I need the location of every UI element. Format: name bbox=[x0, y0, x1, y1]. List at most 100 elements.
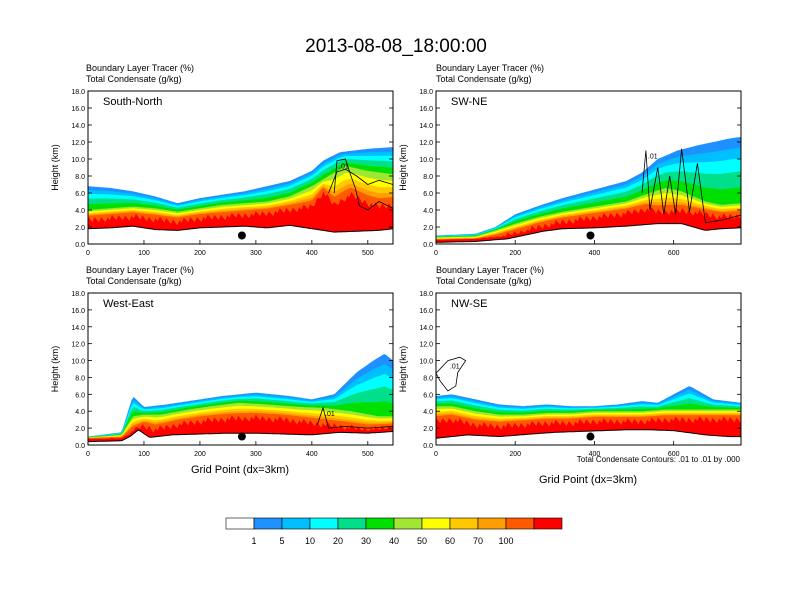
y-tick-label: 0.0 bbox=[75, 242, 85, 249]
location-marker bbox=[237, 432, 246, 441]
colorbar-label: 50 bbox=[417, 536, 427, 546]
field-label-tracer: Boundary Layer Tracer (%) bbox=[86, 265, 194, 275]
x-tick-label: 500 bbox=[362, 250, 374, 257]
plot-area: .01 bbox=[88, 354, 393, 445]
y-tick-label: 10.0 bbox=[419, 157, 433, 164]
y-tick-label: 4.0 bbox=[75, 409, 85, 416]
y-axis-title: Height (km) bbox=[398, 144, 408, 191]
y-tick-label: 14.0 bbox=[71, 123, 85, 130]
x-tick-label: 300 bbox=[250, 250, 262, 257]
y-axis-title: Height (km) bbox=[398, 346, 408, 393]
y-tick-label: 8.0 bbox=[423, 375, 433, 382]
y-tick-label: 2.0 bbox=[75, 225, 85, 232]
colorbar-label: 5 bbox=[279, 536, 284, 546]
y-tick-label: 10.0 bbox=[419, 359, 433, 366]
x-tick-label: 200 bbox=[194, 250, 206, 257]
plot-frame bbox=[435, 90, 742, 245]
contour-label: .01 bbox=[325, 411, 335, 418]
y-tick-label: 12.0 bbox=[419, 140, 433, 147]
colorbar-swatch-6 bbox=[393, 517, 423, 530]
y-tick-label: 18.0 bbox=[419, 291, 433, 298]
panel-sw-ne: .01 SW-NE Boundary Layer Tracer (%)Total C… bbox=[398, 63, 742, 257]
y-tick-label: 8.0 bbox=[75, 174, 85, 181]
x-tick-label: 400 bbox=[306, 250, 318, 257]
field-label-condensate: Total Condensate (g/kg) bbox=[86, 276, 182, 286]
panel-label: South-North bbox=[103, 96, 162, 108]
colorbar-swatch-3 bbox=[309, 517, 339, 530]
y-tick-label: 12.0 bbox=[419, 342, 433, 349]
x-tick-label: 100 bbox=[138, 451, 150, 458]
colorbar-label: 40 bbox=[389, 536, 399, 546]
y-tick-label: 6.0 bbox=[75, 392, 85, 399]
colorbar-swatch-4 bbox=[337, 517, 367, 530]
panel-west-east: .01 West-East Boundary Layer Tracer (%)Tot… bbox=[50, 265, 394, 458]
y-tick-label: 0.0 bbox=[423, 242, 433, 249]
x-tick-label: 600 bbox=[668, 250, 680, 257]
panel-nw-se: .01 NW-SE Boundary Layer Tracer (%)Total C… bbox=[398, 265, 742, 458]
colorbar-swatch-7 bbox=[421, 517, 451, 530]
condensate-contour-1 bbox=[317, 406, 393, 429]
colorbar-label: 10 bbox=[305, 536, 315, 546]
condensate-contour-2 bbox=[328, 168, 393, 194]
y-tick-label: 14.0 bbox=[71, 325, 85, 332]
terrain-line bbox=[88, 224, 393, 233]
chart-title: 2013-08-08_18:00:00 bbox=[305, 36, 487, 57]
x-tick-label: 500 bbox=[362, 451, 374, 458]
x-tick-label: 400 bbox=[589, 451, 601, 458]
x-axis-title-left: Grid Point (dx=3km) bbox=[191, 464, 289, 476]
y-tick-label: 0.0 bbox=[423, 443, 433, 450]
y-tick-label: 14.0 bbox=[419, 123, 433, 130]
x-tick-label: 300 bbox=[250, 451, 262, 458]
colorbar-swatch-9 bbox=[477, 517, 507, 530]
plot-frame bbox=[87, 90, 394, 245]
colorbar-label: 20 bbox=[333, 536, 343, 546]
y-tick-label: 10.0 bbox=[71, 157, 85, 164]
y-tick-label: 18.0 bbox=[419, 89, 433, 96]
colorbar-swatch-2 bbox=[281, 517, 311, 530]
contour-note: Total Condensate Contours: .01 to .01 by… bbox=[577, 455, 741, 464]
colorbar-label: 70 bbox=[473, 536, 483, 546]
plot-frame bbox=[435, 292, 742, 446]
y-tick-label: 8.0 bbox=[75, 375, 85, 382]
condensate-contour-1 bbox=[641, 148, 741, 224]
x-tick-label: 100 bbox=[138, 250, 150, 257]
location-marker bbox=[586, 432, 595, 441]
y-tick-label: 12.0 bbox=[71, 342, 85, 349]
y-tick-label: 18.0 bbox=[71, 89, 85, 96]
field-label-condensate: Total Condensate (g/kg) bbox=[436, 276, 532, 286]
field-label-tracer: Boundary Layer Tracer (%) bbox=[436, 265, 544, 275]
y-tick-label: 2.0 bbox=[423, 426, 433, 433]
colorbar-label: 1 bbox=[251, 536, 256, 546]
y-axis-title: Height (km) bbox=[50, 144, 60, 191]
colorbar-label: 30 bbox=[361, 536, 371, 546]
y-tick-label: 16.0 bbox=[419, 106, 433, 113]
terrain-line bbox=[436, 223, 741, 243]
panel-label: West-East bbox=[103, 298, 154, 310]
location-marker bbox=[237, 231, 246, 240]
colorbar-swatch-5 bbox=[365, 517, 395, 530]
panel-label: NW-SE bbox=[451, 298, 487, 310]
y-tick-label: 12.0 bbox=[71, 140, 85, 147]
panel-label: SW-NE bbox=[451, 96, 487, 108]
panel-south-north: .01 South-North Boundary Layer Tracer (%)T… bbox=[50, 63, 394, 257]
plot-area: .01 bbox=[436, 356, 741, 445]
y-tick-label: 18.0 bbox=[71, 291, 85, 298]
y-tick-label: 4.0 bbox=[75, 208, 85, 215]
x-tick-label: 600 bbox=[668, 451, 680, 458]
field-label-condensate: Total Condensate (g/kg) bbox=[86, 74, 182, 84]
y-tick-label: 16.0 bbox=[71, 106, 85, 113]
location-marker bbox=[586, 231, 595, 240]
colorbar-swatch-0 bbox=[225, 517, 255, 530]
y-tick-label: 2.0 bbox=[423, 225, 433, 232]
field-label-tracer: Boundary Layer Tracer (%) bbox=[436, 63, 544, 73]
y-tick-label: 2.0 bbox=[75, 426, 85, 433]
x-tick-label: 400 bbox=[589, 250, 601, 257]
field-label-condensate: Total Condensate (g/kg) bbox=[436, 74, 532, 84]
x-tick-label: 400 bbox=[306, 451, 318, 458]
colorbar-swatch-8 bbox=[449, 517, 479, 530]
x-tick-label: 0 bbox=[434, 250, 438, 257]
y-tick-label: 6.0 bbox=[75, 191, 85, 198]
colorbar-swatch-11 bbox=[533, 517, 563, 530]
